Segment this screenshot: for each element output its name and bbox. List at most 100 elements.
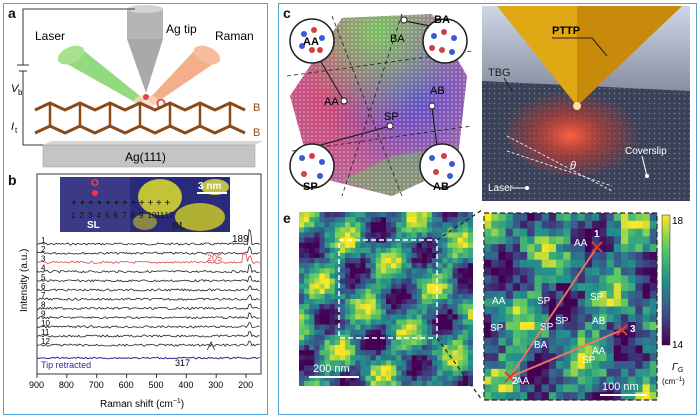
heatmap-cell <box>380 324 387 331</box>
heatmap-cell <box>437 242 443 249</box>
heatmap-cell <box>520 337 528 346</box>
heatmap-cell <box>370 360 377 366</box>
heatmap-cell <box>527 361 535 370</box>
heatmap-cell <box>447 263 453 269</box>
heatmap-cell <box>462 242 469 249</box>
heatmap-cell <box>360 293 366 300</box>
heatmap-cell <box>628 244 636 253</box>
heatmap-cell <box>462 355 469 361</box>
heatmap-cell <box>491 228 499 237</box>
heatmap-cell <box>457 299 464 305</box>
heatmap-cell <box>442 319 448 325</box>
heatmap-cell <box>355 227 361 233</box>
heatmap-cell <box>592 298 600 307</box>
heatmap-cell <box>314 258 320 264</box>
heatmap-cell <box>314 288 320 295</box>
heatmap-cell <box>505 290 514 300</box>
heatmap-cell <box>527 314 535 323</box>
heatmap-cell <box>606 290 615 300</box>
heatmap-cell <box>570 283 579 292</box>
heatmap-cell <box>426 380 433 386</box>
heatmap-cell <box>628 213 636 222</box>
heatmap-cell <box>401 242 407 249</box>
heatmap-cell <box>437 299 443 305</box>
heatmap-cell <box>592 329 600 338</box>
path-markers: 123 <box>512 229 636 387</box>
heatmap-cell <box>355 263 361 269</box>
heatmap-cell <box>350 242 356 249</box>
heatmap-cell <box>339 345 346 351</box>
heatmap-cell <box>421 237 428 244</box>
heatmap-cell <box>548 259 557 268</box>
heatmap-cell <box>491 213 499 222</box>
heatmap-cell <box>527 298 535 307</box>
heatmap-cell <box>360 309 366 315</box>
heatmap-cell <box>520 267 528 276</box>
heatmap-cell <box>512 244 521 253</box>
heatmap-cell <box>512 213 521 222</box>
region-label: SP <box>490 323 504 334</box>
heatmap-cell <box>355 212 361 218</box>
heatmap-cell <box>457 217 464 223</box>
heatmap-cell <box>570 376 579 385</box>
heatmap-cell <box>411 232 418 238</box>
heatmap-cell <box>541 213 550 222</box>
heatmap-cell <box>447 309 453 315</box>
heatmap-cell <box>370 212 377 218</box>
heatmap-cell <box>370 263 377 269</box>
heatmap-cell <box>345 212 351 218</box>
heatmap-cell <box>642 361 651 370</box>
heatmap-cell <box>421 355 428 361</box>
heatmap-cell <box>391 273 397 279</box>
heatmap-cell <box>620 384 629 393</box>
heatmap-cell <box>299 293 305 300</box>
heatmap-cell <box>432 232 438 238</box>
heatmap-cell <box>324 355 331 361</box>
heatmap-cell <box>520 298 528 307</box>
heatmap-cell <box>406 360 412 366</box>
heatmap-cell <box>635 306 643 315</box>
heatmap-cell <box>380 283 387 290</box>
heatmap-cell <box>406 227 412 233</box>
heatmap-cell <box>334 252 341 259</box>
heatmap-cell <box>584 251 593 261</box>
heatmap-cell <box>498 290 506 300</box>
heatmap-cell <box>370 299 377 305</box>
heatmap-cell <box>426 309 433 315</box>
heatmap-cell <box>491 353 499 362</box>
heatmap-cell <box>396 380 402 386</box>
heatmap-cell <box>421 345 428 351</box>
heatmap-cell <box>484 353 492 362</box>
heatmap-cell <box>370 345 377 351</box>
heatmap-cell <box>577 251 586 261</box>
heatmap-cell <box>447 273 453 279</box>
heatmap-cell <box>452 237 458 244</box>
heatmap-cell <box>462 212 469 218</box>
heatmap-cell <box>370 370 377 377</box>
heatmap-cell <box>498 228 506 237</box>
heatmap-cell <box>452 252 458 259</box>
heatmap-cell <box>556 376 564 385</box>
heatmap-cell <box>584 283 593 292</box>
heatmap-cell <box>309 299 315 305</box>
heatmap-cell <box>447 222 453 228</box>
heatmap-cell <box>563 337 571 346</box>
heatmap-cell <box>360 273 366 279</box>
heatmap-cell <box>498 251 506 261</box>
heatmap-cell <box>375 258 382 264</box>
heatmap-cell <box>386 278 392 284</box>
heatmap-cell <box>467 268 473 274</box>
heatmap-cell <box>365 252 371 259</box>
heatmap-cell <box>442 293 448 300</box>
heatmap-cell <box>613 361 622 370</box>
heatmap-cell <box>541 290 550 300</box>
heatmap-cell <box>355 283 361 290</box>
heatmap-cell <box>391 345 397 351</box>
heatmap-cell <box>462 232 469 238</box>
heatmap-cell <box>447 360 453 366</box>
heatmap-cell <box>505 314 514 323</box>
heatmap-cell <box>319 293 325 300</box>
heatmap-cell <box>386 380 392 386</box>
heatmap-cell <box>548 392 557 401</box>
